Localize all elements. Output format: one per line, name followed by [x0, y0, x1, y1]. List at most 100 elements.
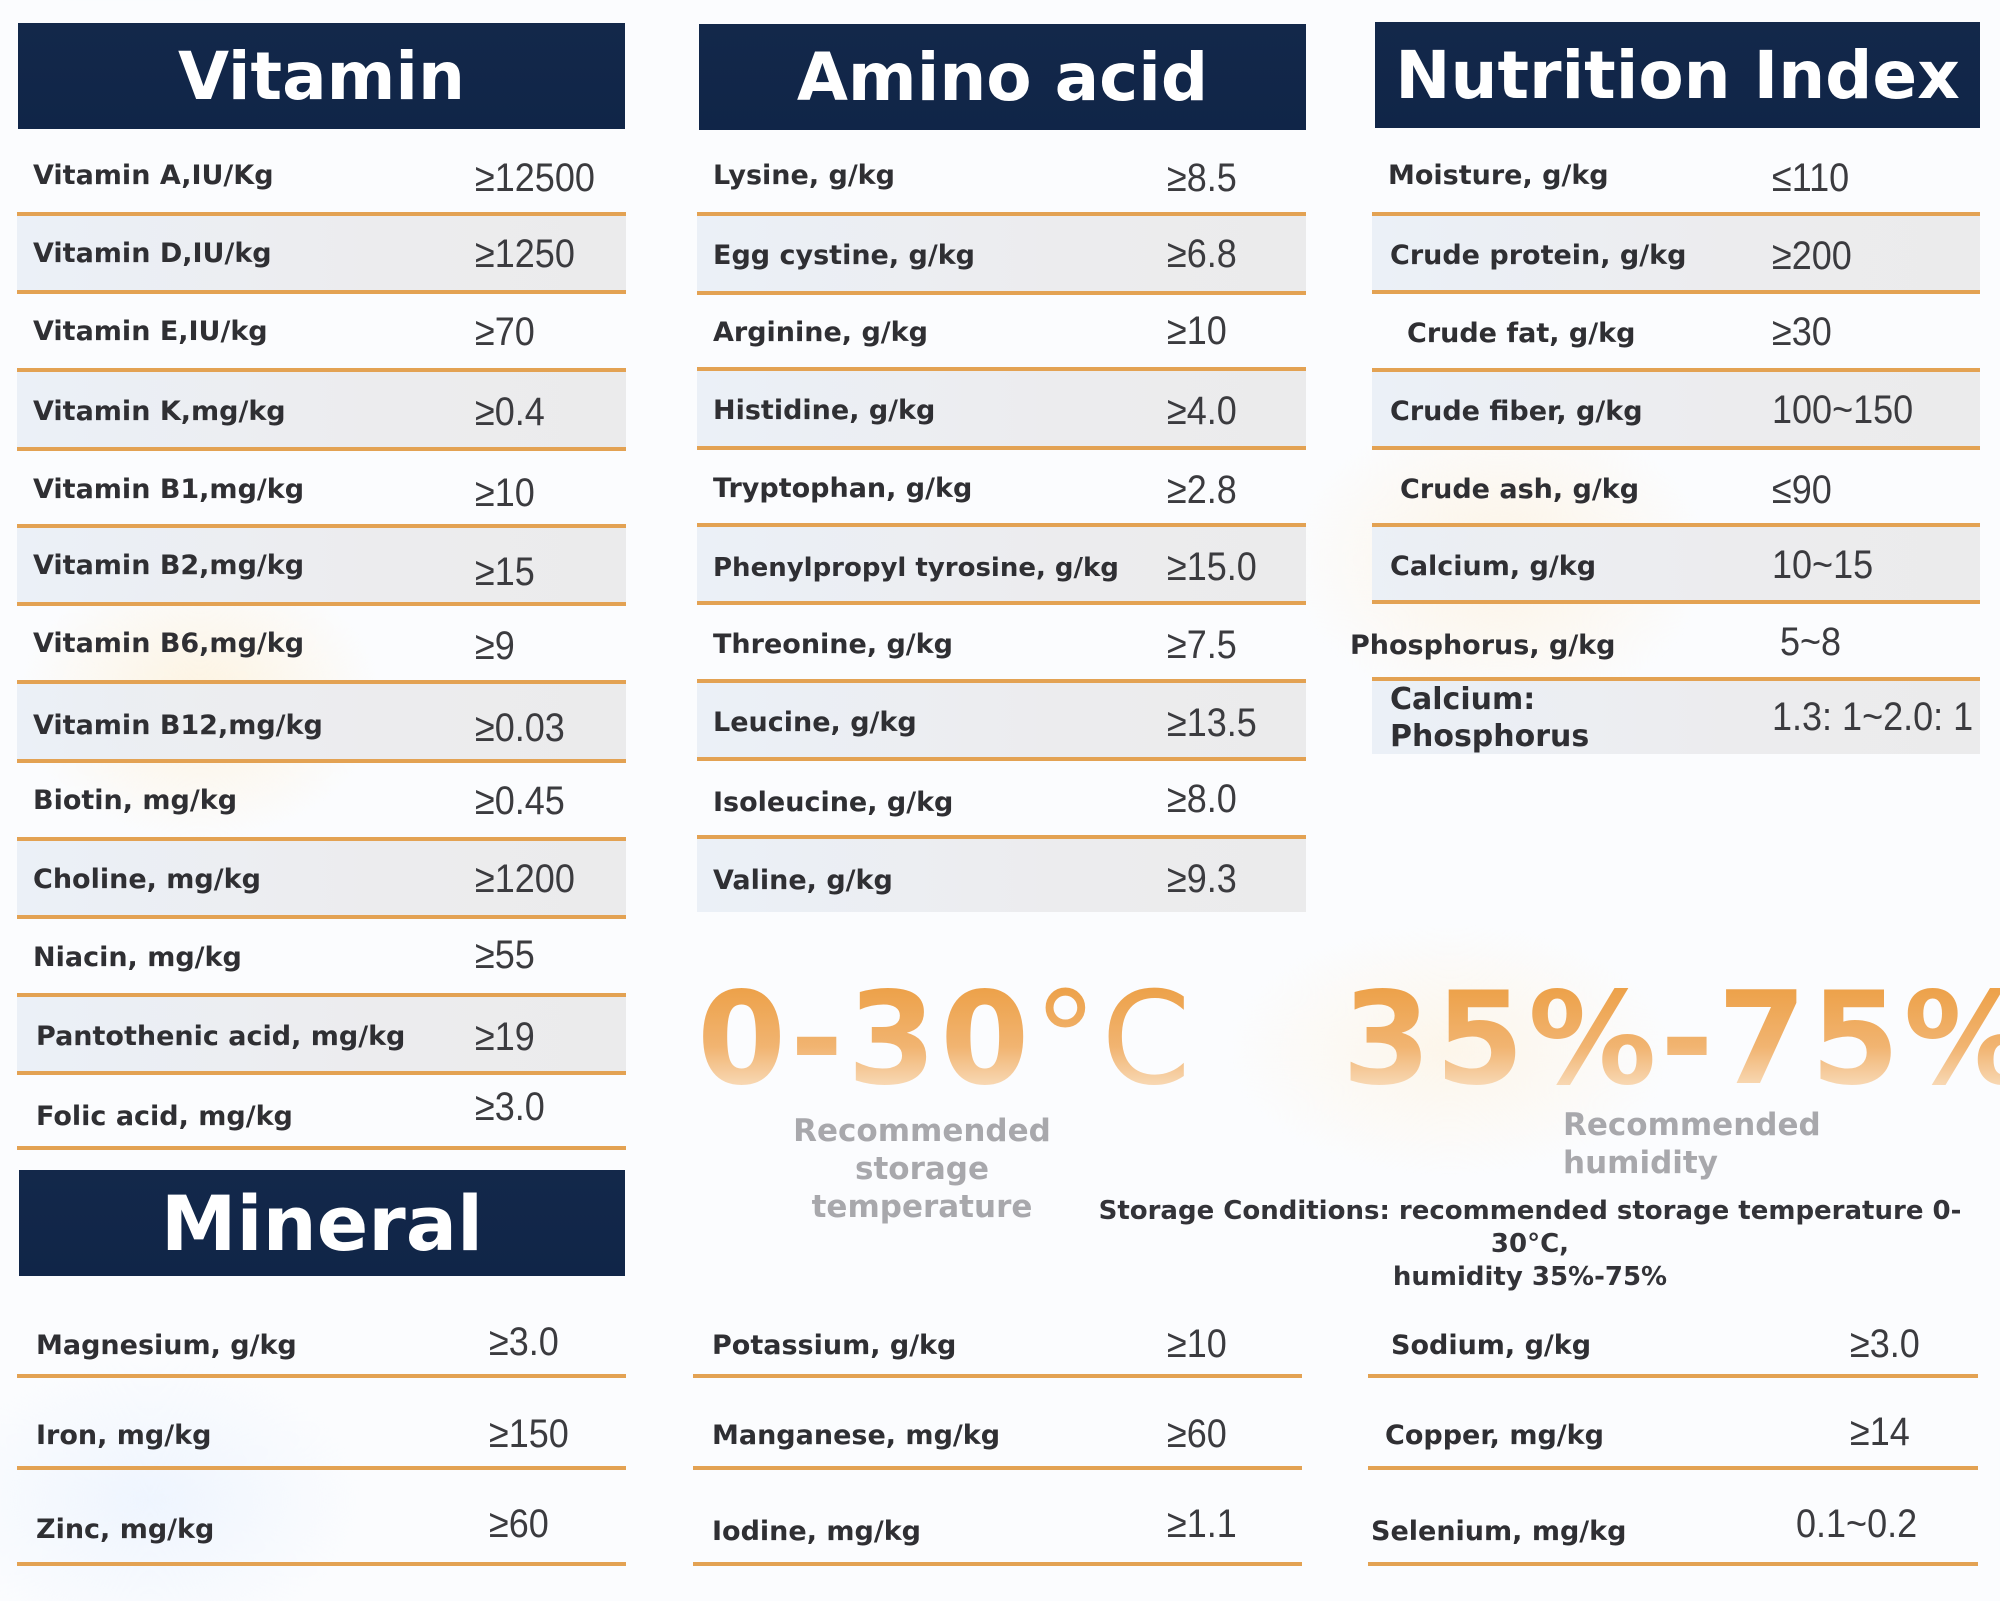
- row-label: Histidine, g/kg: [713, 395, 936, 426]
- row-label: Selenium, mg/kg: [1371, 1516, 1627, 1547]
- row-value: ≥200: [1772, 234, 1852, 278]
- table-row: Threonine, g/kg ≥7.5: [697, 605, 1306, 683]
- row-value: 10~15: [1772, 543, 1874, 587]
- amino-acid-title: Amino acid: [796, 38, 1209, 116]
- row-label: Crude fat, g/kg: [1407, 318, 1636, 349]
- table-row: Phosphorus, g/kg 5~8: [1350, 604, 1980, 681]
- table-row: Moisture, g/kg ≤110: [1372, 136, 1980, 216]
- table-row: Calcium, g/kg 10~15: [1372, 527, 1980, 604]
- row-label: Isoleucine, g/kg: [713, 787, 954, 818]
- row-label: Vitamin A,IU/Kg: [33, 160, 274, 191]
- row-value: ≥150: [489, 1412, 569, 1456]
- row-label: Egg cystine, g/kg: [713, 240, 975, 271]
- storage-note-line2: humidity 35%-75%: [1392, 1262, 1668, 1292]
- row-label: Crude fiber, g/kg: [1390, 396, 1643, 427]
- row-label: Potassium, g/kg: [712, 1330, 957, 1361]
- humidity-range: 35%-75%: [1342, 965, 2000, 1114]
- row-value: ≥4.0: [1167, 389, 1237, 433]
- table-row: Leucine, g/kg ≥13.5: [697, 683, 1306, 761]
- row-label: Valine, g/kg: [713, 865, 893, 896]
- row-label: Vitamin E,IU/kg: [33, 316, 268, 347]
- table-row: Manganese, mg/kg ≥60: [693, 1378, 1302, 1470]
- table-row: Vitamin B12,mg/kg ≥0.03: [17, 684, 626, 763]
- row-label: Folic acid, mg/kg: [36, 1101, 293, 1132]
- table-row: Valine, g/kg ≥9.3: [697, 839, 1306, 912]
- row-value: ≥60: [1167, 1412, 1227, 1456]
- row-value: ≥14: [1850, 1410, 1910, 1454]
- row-value: ≥2.8: [1167, 468, 1237, 512]
- row-value: ≥15: [475, 550, 535, 594]
- mineral-column-3: Sodium, g/kg ≥3.0 Copper, mg/kg ≥14 Seleni…: [1368, 1290, 1978, 1566]
- row-value: ≥9: [475, 624, 515, 668]
- row-value: ≥8.0: [1167, 777, 1237, 821]
- table-row: Iodine, mg/kg ≥1.1: [693, 1470, 1302, 1566]
- table-row: Copper, mg/kg ≥14: [1368, 1378, 1978, 1470]
- table-row: Isoleucine, g/kg ≥8.0: [697, 761, 1306, 839]
- row-label: Manganese, mg/kg: [712, 1420, 1001, 1451]
- table-row: Vitamin B1,mg/kg ≥10: [17, 451, 626, 528]
- row-value: 1.3: 1~2.0: 1: [1772, 695, 1974, 739]
- row-value: ≥3.0: [475, 1085, 545, 1129]
- row-value: ≥19: [475, 1015, 535, 1059]
- table-row: Egg cystine, g/kg ≥6.8: [697, 216, 1306, 295]
- row-label: Copper, mg/kg: [1385, 1420, 1604, 1451]
- humidity-caption-line1: Recommended: [1563, 1107, 1821, 1143]
- row-value: ≥1250: [475, 232, 575, 276]
- table-row: Magnesium, g/kg ≥3.0: [17, 1290, 626, 1378]
- row-value: ≥13.5: [1167, 701, 1257, 745]
- row-value: ≥0.03: [475, 706, 565, 750]
- row-label: Vitamin B1,mg/kg: [33, 474, 305, 505]
- row-value: ≥6.8: [1167, 232, 1237, 276]
- table-row: Phenylpropyl tyrosine, g/kg ≥15.0: [697, 527, 1306, 605]
- mineral-column-2: Potassium, g/kg ≥10 Manganese, mg/kg ≥60 I…: [693, 1290, 1302, 1566]
- row-value: ≥10: [475, 471, 535, 515]
- table-row: Potassium, g/kg ≥10: [693, 1290, 1302, 1378]
- vitamin-header: Vitamin: [18, 23, 625, 129]
- row-value: 0.1~0.2: [1796, 1502, 1918, 1546]
- row-label: Iron, mg/kg: [36, 1420, 212, 1451]
- row-label-line2: Phosphorus: [1390, 719, 1590, 754]
- table-row: Vitamin K,mg/kg ≥0.4: [17, 372, 626, 451]
- mineral-column-1: Magnesium, g/kg ≥3.0 Iron, mg/kg ≥150 Zinc…: [17, 1290, 626, 1566]
- temperature-range: 0-30°C: [697, 965, 1195, 1114]
- row-label: Threonine, g/kg: [713, 629, 953, 660]
- table-row: Tryptophan, g/kg ≥2.8: [697, 450, 1306, 527]
- row-value: ≥10: [1167, 309, 1227, 353]
- row-label: Phenylpropyl tyrosine, g/kg: [713, 553, 1119, 583]
- table-row: Iron, mg/kg ≥150: [17, 1378, 626, 1470]
- row-label: Tryptophan, g/kg: [713, 473, 973, 504]
- table-row: Biotin, mg/kg ≥0.45: [17, 763, 626, 841]
- row-label: Phosphorus, g/kg: [1350, 630, 1616, 661]
- row-value: ≥7.5: [1167, 623, 1237, 667]
- row-label: Lysine, g/kg: [713, 160, 895, 191]
- vitamin-title: Vitamin: [177, 37, 465, 115]
- temperature-value: 0-30: [697, 965, 1034, 1114]
- row-value: ≥1200: [475, 857, 575, 901]
- row-label: Vitamin B12,mg/kg: [33, 710, 323, 741]
- table-row: Arginine, g/kg ≥10: [697, 295, 1306, 371]
- row-value: ≥60: [489, 1502, 549, 1546]
- row-value: ≥12500: [475, 156, 595, 200]
- nutrition-index-header: Nutrition Index: [1375, 22, 1980, 128]
- temperature-unit: °C: [1033, 965, 1195, 1114]
- row-label: Choline, mg/kg: [33, 864, 261, 895]
- row-value: 5~8: [1780, 620, 1842, 664]
- row-value: 100~150: [1772, 388, 1914, 432]
- row-label: Arginine, g/kg: [713, 317, 928, 348]
- temperature-caption-line2: temperature: [811, 1189, 1033, 1225]
- amino-acid-table: Lysine, g/kg ≥8.5 Egg cystine, g/kg ≥6.8 A…: [697, 136, 1306, 912]
- table-row: Folic acid, mg/kg ≥3.0: [17, 1075, 626, 1150]
- row-value: ≥70: [475, 310, 535, 354]
- row-label: Calcium, g/kg: [1390, 551, 1597, 582]
- row-label: Sodium, g/kg: [1391, 1330, 1592, 1361]
- row-label: Calcium: Phosphorus: [1390, 681, 1589, 755]
- row-label: Biotin, mg/kg: [33, 785, 238, 816]
- row-label: Crude protein, g/kg: [1390, 240, 1687, 271]
- row-label: Leucine, g/kg: [713, 707, 917, 738]
- row-value: ≥3.0: [489, 1320, 559, 1364]
- row-label: Vitamin D,IU/kg: [33, 238, 272, 269]
- row-label: Vitamin K,mg/kg: [33, 396, 286, 427]
- temperature-caption: Recommended storage temperature: [722, 1112, 1122, 1226]
- table-row: Sodium, g/kg ≥3.0: [1368, 1290, 1978, 1378]
- table-row: Calcium: Phosphorus 1.3: 1~2.0: 1: [1372, 681, 1980, 754]
